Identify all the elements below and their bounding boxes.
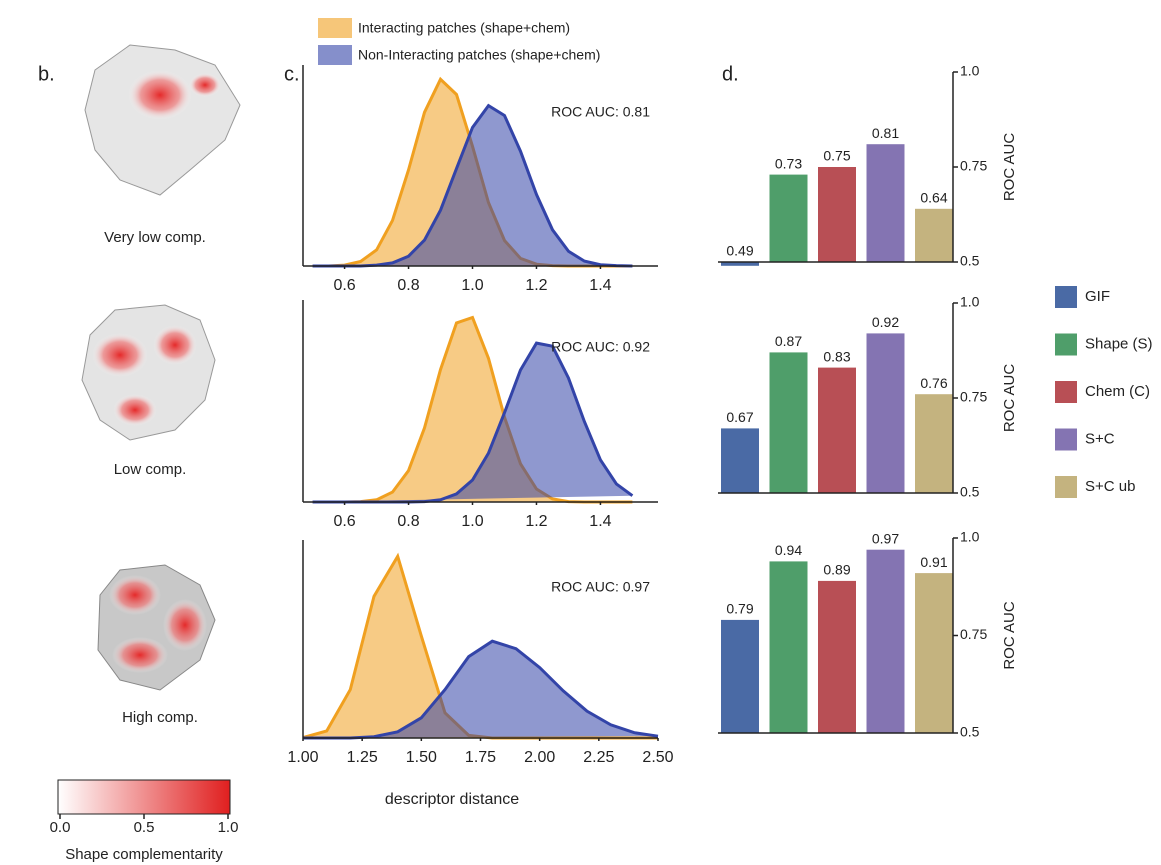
- bar: [770, 561, 808, 733]
- bar: [867, 333, 905, 493]
- bar: [915, 573, 953, 733]
- colorbar-tick-label: 1.0: [218, 819, 239, 836]
- x-tick-label: 1.0: [461, 277, 483, 294]
- annotation: ROC AUC: 0.92: [551, 339, 650, 355]
- x-tick-label: 1.2: [525, 513, 547, 530]
- y-tick-label: 0.75: [960, 626, 987, 642]
- surface-caption: Very low comp.: [104, 229, 206, 246]
- value-label: 0.92: [872, 314, 899, 330]
- bar: [721, 428, 759, 493]
- x-tick-label: 2.00: [524, 749, 555, 766]
- value-label: 0.87: [775, 333, 802, 349]
- x-tick-label: 0.8: [397, 513, 419, 530]
- legend-swatch: [1055, 429, 1077, 451]
- surface-very-low: [85, 45, 240, 195]
- value-label: 0.81: [872, 125, 899, 141]
- y-tick-label: 1.0: [960, 529, 980, 545]
- value-label: 0.64: [920, 190, 947, 206]
- bar: [818, 368, 856, 493]
- y-axis-label: ROC AUC: [1001, 133, 1018, 202]
- density-curve: [313, 106, 633, 266]
- bar: [915, 394, 953, 493]
- colorbar-tick-label: 0.0: [50, 819, 71, 836]
- x-tick-label: 0.6: [333, 513, 355, 530]
- legend-label: Non-Interacting patches (shape+chem): [358, 47, 600, 63]
- value-label: 0.91: [920, 554, 947, 570]
- bar: [770, 352, 808, 493]
- legend-swatch: [1055, 381, 1077, 403]
- legend-label: S+C: [1085, 430, 1115, 447]
- surface-caption: High comp.: [122, 709, 198, 726]
- panel-label: d.: [722, 63, 739, 85]
- legend-swatch: [318, 18, 352, 38]
- x-tick-label: 1.0: [461, 513, 483, 530]
- x-tick-label: 1.25: [347, 749, 378, 766]
- colorbar: [58, 780, 230, 814]
- figure: b. Very low comp. Low comp. High comp. S…: [0, 0, 1161, 865]
- x-tick-label: 2.25: [583, 749, 614, 766]
- bar: [721, 620, 759, 733]
- surface-caption: Low comp.: [114, 461, 187, 478]
- annotation: ROC AUC: 0.81: [551, 104, 650, 120]
- x-tick-label: 0.6: [333, 277, 355, 294]
- surface-high: [98, 565, 215, 690]
- legend-swatch: [1055, 334, 1077, 356]
- y-tick-label: 0.5: [960, 253, 980, 269]
- legend-label: S+C ub: [1085, 478, 1135, 495]
- y-axis-label: ROC AUC: [1001, 364, 1018, 433]
- legend-label: Chem (C): [1085, 383, 1150, 400]
- y-tick-label: 1.0: [960, 294, 980, 310]
- bar: [867, 550, 905, 733]
- y-axis-label: ROC AUC: [1001, 601, 1018, 670]
- x-axis-label: descriptor distance: [385, 791, 519, 808]
- x-tick-label: 1.75: [465, 749, 496, 766]
- y-tick-label: 0.75: [960, 158, 987, 174]
- legend-swatch: [1055, 476, 1077, 498]
- y-tick-label: 0.5: [960, 484, 980, 500]
- x-tick-label: 1.4: [589, 277, 611, 294]
- legend-swatch: [1055, 286, 1077, 308]
- y-tick-label: 0.5: [960, 724, 980, 740]
- value-label: 0.89: [823, 562, 850, 578]
- bar: [867, 144, 905, 262]
- legend-label: Interacting patches (shape+chem): [358, 20, 570, 36]
- panel-label: c.: [284, 63, 300, 85]
- y-tick-label: 0.75: [960, 389, 987, 405]
- value-label: 0.83: [823, 348, 850, 364]
- x-tick-label: 1.2: [525, 277, 547, 294]
- surface-low: [82, 305, 215, 440]
- colorbar-title: Shape complementarity: [65, 846, 223, 863]
- bar: [915, 209, 953, 262]
- value-label: 0.49: [726, 243, 753, 259]
- panel-label: b.: [38, 63, 55, 85]
- x-tick-label: 0.8: [397, 277, 419, 294]
- value-label: 0.97: [872, 530, 899, 546]
- legend-label: Shape (S): [1085, 335, 1153, 352]
- bar: [770, 175, 808, 262]
- x-tick-label: 2.50: [642, 749, 673, 766]
- colorbar-tick-label: 0.5: [134, 819, 155, 836]
- value-label: 0.67: [726, 409, 753, 425]
- legend-swatch: [318, 45, 352, 65]
- value-label: 0.94: [775, 542, 802, 558]
- x-tick-label: 1.50: [406, 749, 437, 766]
- legend-label: GIF: [1085, 288, 1110, 305]
- bar: [818, 581, 856, 733]
- value-label: 0.73: [775, 155, 802, 171]
- x-tick-label: 1.4: [589, 513, 611, 530]
- y-tick-label: 1.0: [960, 63, 980, 79]
- value-label: 0.79: [726, 601, 753, 617]
- annotation: ROC AUC: 0.97: [551, 579, 650, 595]
- x-tick-label: 1.00: [287, 749, 318, 766]
- value-label: 0.75: [823, 148, 850, 164]
- bar: [818, 167, 856, 262]
- value-label: 0.76: [920, 375, 947, 391]
